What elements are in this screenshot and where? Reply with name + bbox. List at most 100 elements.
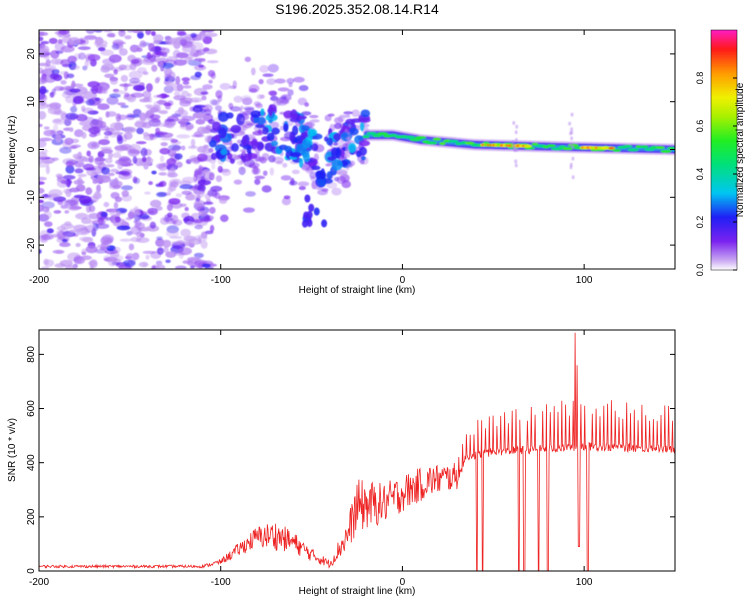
heatmap-cell	[205, 124, 212, 131]
heatmap-cell	[198, 64, 205, 68]
heatmap-cell	[359, 121, 365, 132]
heatmap-cell	[321, 188, 329, 192]
heatmap-cell	[41, 266, 50, 269]
heatmap-cell	[187, 145, 198, 149]
heatmap-cell	[376, 132, 388, 136]
heatmap-cell	[41, 201, 55, 209]
heatmap-cells	[39, 30, 675, 269]
snr-x-ticks: -200 -100 0 100	[29, 330, 593, 588]
heatmap-cell	[44, 55, 50, 60]
heatmap-cell	[110, 254, 124, 262]
heatmap-cell	[455, 142, 463, 146]
heatmap-cell	[267, 63, 279, 73]
heatmap-cell	[79, 121, 92, 126]
heatmap-cell	[108, 54, 122, 63]
heatmap-cell	[166, 158, 177, 166]
heatmap-cell	[268, 119, 273, 124]
heatmap-cell	[311, 143, 319, 152]
heatmap-cell	[134, 211, 141, 216]
heatmap-cell	[55, 133, 61, 143]
heatmap-cell	[409, 138, 421, 142]
heatmap-cell	[143, 96, 151, 102]
heatmap-cell	[193, 183, 204, 191]
heatmap-cell	[240, 117, 244, 122]
heatmap-cell	[301, 111, 312, 116]
heatmap-cell	[59, 259, 73, 267]
heatmap-cell	[165, 122, 175, 129]
heatmap-cell	[142, 250, 156, 255]
heatmap-cell	[39, 249, 42, 254]
heatmap-cell	[98, 125, 110, 131]
heatmap-cell	[120, 104, 129, 109]
heatmap-cell	[136, 237, 150, 243]
heatmap-cell	[51, 157, 59, 161]
heatmap-cell	[155, 238, 165, 247]
heatmap-cell	[270, 140, 279, 147]
heatmap-cell	[53, 85, 65, 92]
heatmap-cell	[293, 76, 305, 83]
heatmap-cell	[139, 40, 147, 48]
heatmap-cell	[301, 219, 308, 228]
heatmap-cell	[125, 216, 132, 221]
heatmap-cell	[206, 60, 219, 64]
heatmap-cell	[202, 104, 213, 112]
heatmap-cell	[656, 146, 665, 150]
heatmap-cell	[134, 213, 142, 222]
heatmap-cell	[142, 132, 150, 137]
heatmap-cell	[74, 129, 84, 138]
heatmap-cell	[310, 176, 316, 182]
heatmap-cell	[114, 145, 129, 151]
heatmap-cell	[100, 211, 108, 218]
heatmap-cell	[39, 91, 46, 100]
heatmap-cell	[70, 65, 80, 70]
heatmap-cell	[360, 109, 371, 118]
heatmap-cell	[334, 122, 342, 130]
heatmap-cell	[193, 252, 204, 259]
heatmap-cell	[68, 187, 81, 193]
heatmap-cell	[44, 221, 53, 227]
heatmap-cell	[142, 71, 149, 76]
heatmap-cell	[167, 115, 179, 123]
heatmap-cell	[135, 141, 147, 145]
heatmap-cell	[135, 231, 143, 238]
heatmap-cell	[103, 130, 113, 136]
heatmap-cell	[65, 161, 75, 168]
heatmap-cell	[159, 155, 165, 163]
colorbar-tick-label: 0.4	[695, 168, 705, 181]
heatmap-cell	[192, 105, 203, 113]
heatmap-cell	[107, 172, 115, 177]
heatmap-cell	[570, 136, 574, 141]
heatmap-cell	[304, 194, 311, 203]
heatmap-cell	[448, 139, 459, 143]
heatmap-cell	[77, 46, 91, 51]
heatmap-cell	[242, 126, 246, 131]
heatmap-cell	[292, 125, 299, 136]
heatmap-cell	[71, 80, 76, 89]
y-tick-label: 10	[26, 96, 37, 108]
heatmap-cell	[639, 145, 649, 149]
heatmap-cell	[300, 165, 310, 170]
heatmap-cell	[569, 142, 573, 147]
heatmap-cell	[287, 89, 294, 96]
heatmap-cell	[307, 128, 314, 139]
heatmap-cell	[48, 37, 58, 44]
heatmap-cell	[233, 179, 243, 185]
heatmap-cell	[243, 207, 255, 213]
heatmap-cell	[182, 85, 192, 89]
heatmap-cell	[188, 154, 199, 164]
heatmap-cell	[569, 165, 573, 170]
heatmap-cell	[60, 204, 69, 209]
heatmap-cell	[96, 174, 111, 179]
heatmap-cell	[81, 251, 87, 256]
heatmap-cell	[220, 148, 228, 156]
heatmap-cell	[102, 30, 113, 33]
heatmap-cell	[147, 133, 156, 137]
heatmap-cell	[123, 259, 136, 267]
heatmap-x-axis-label: Height of straight line (km)	[299, 285, 416, 296]
snr-series-line	[39, 332, 675, 571]
heatmap-cell	[262, 170, 268, 176]
heatmap-cell	[151, 64, 158, 72]
heatmap-cell	[160, 62, 174, 69]
